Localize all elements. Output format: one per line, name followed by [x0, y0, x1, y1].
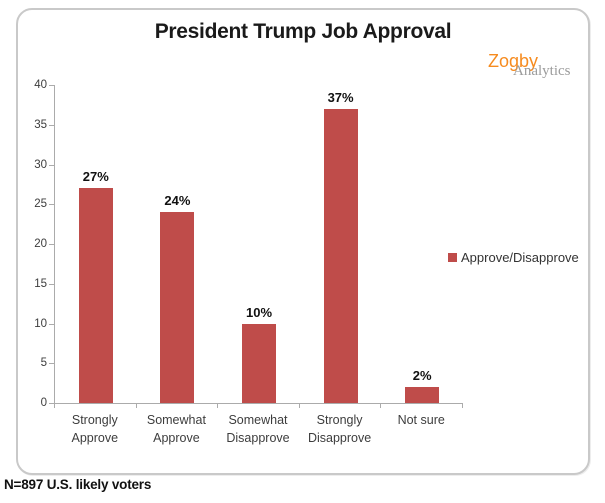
y-tick-mark — [49, 204, 54, 206]
x-tick-mark — [217, 403, 219, 408]
x-category-label: Somewhat Disapprove — [226, 413, 290, 445]
y-tick-mark — [49, 164, 54, 166]
x-category-label: Not sure — [397, 413, 445, 427]
legend: Approve/Disapprove — [448, 250, 579, 265]
y-tick-label: 35 — [34, 118, 47, 131]
bar-value-label: 24% — [164, 193, 191, 209]
bar-value-label: 27% — [82, 169, 109, 185]
x-category-label: Somewhat Approve — [146, 413, 206, 445]
x-category-label: Strongly Disapprove — [307, 413, 372, 445]
zogby-analytics-logo: Zogby Analytics — [488, 52, 571, 79]
x-tick-mark — [135, 403, 137, 408]
y-tick-label: 10 — [34, 317, 47, 330]
chart-title: President Trump Job Approval — [154, 20, 452, 43]
y-tick-mark — [49, 283, 54, 285]
bar-3 — [242, 323, 276, 403]
logo-word-analytics: Analytics — [513, 63, 571, 79]
y-tick-mark — [49, 363, 54, 365]
x-category-label: Strongly Approve — [71, 413, 119, 445]
plot-area: 27% 24% 10% 37% 2% — [54, 85, 463, 404]
y-tick-label: 5 — [40, 357, 47, 370]
y-tick-label: 30 — [34, 158, 47, 171]
bar-1 — [78, 188, 113, 403]
bar-value-label: 10% — [245, 304, 273, 320]
y-tick-label: 0 — [40, 397, 47, 409]
bar-5 — [405, 387, 440, 403]
x-tick-mark — [298, 403, 300, 408]
x-tick-mark — [462, 403, 463, 408]
bar-2 — [160, 212, 195, 403]
bar-value-label: 37% — [327, 89, 354, 105]
y-tick-label: 25 — [34, 198, 47, 211]
y-tick-mark — [49, 124, 54, 126]
legend-label: Approve/Disapprove — [461, 250, 579, 265]
y-tick-label: 20 — [34, 238, 47, 250]
y-tick-label: 40 — [34, 79, 47, 91]
legend-swatch — [448, 253, 457, 262]
y-tick-mark — [49, 323, 54, 325]
logo-word-zogby: Zogby — [488, 51, 539, 71]
x-tick-mark — [54, 403, 55, 408]
x-tick-mark — [380, 403, 382, 408]
bar-4 — [323, 108, 358, 403]
y-tick-mark — [49, 244, 54, 245]
y-tick-mark — [49, 403, 54, 404]
bar-value-label: 2% — [412, 368, 432, 384]
y-tick-mark — [49, 85, 54, 86]
y-tick-label: 15 — [34, 277, 47, 290]
sample-size-note: N=897 U.S. likely voters — [4, 477, 152, 492]
